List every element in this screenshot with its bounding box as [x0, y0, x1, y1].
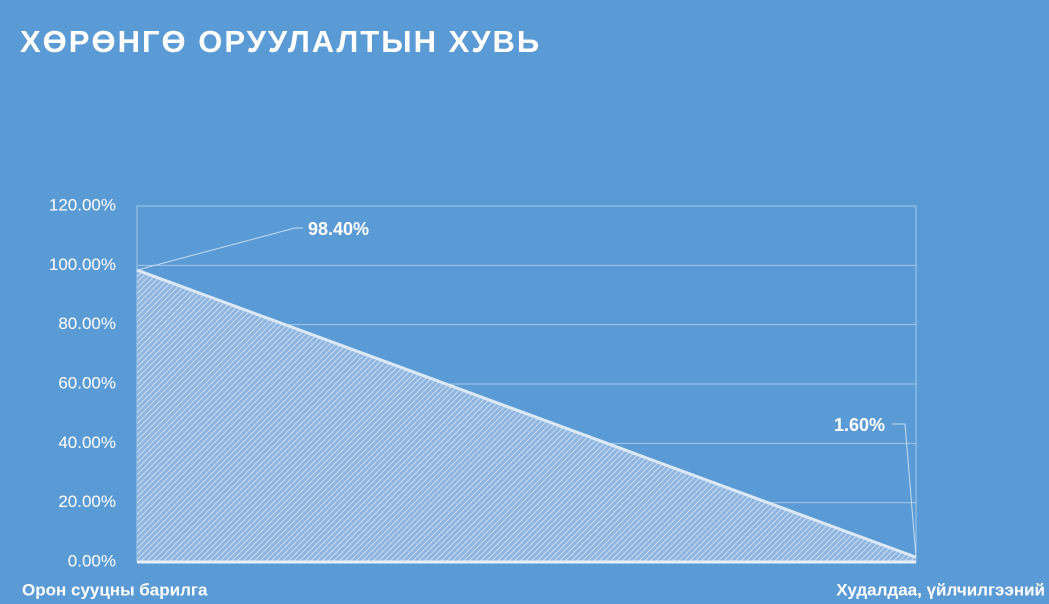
y-tick-label: 40.00% [58, 433, 116, 452]
leader-line [136, 227, 303, 271]
y-tick-label: 20.00% [58, 492, 116, 511]
y-tick-label: 60.00% [58, 373, 116, 392]
data-label: 98.40% [308, 219, 369, 239]
x-tick-label: Худалдаа, үйлчилгээний [836, 580, 1045, 599]
area-line [136, 268, 917, 559]
data-label: 1.60% [834, 415, 885, 435]
y-tick-label: 120.00% [49, 195, 116, 214]
chart-title: ХӨРӨНГӨ ОРУУЛАЛТЫН ХУВЬ [20, 24, 541, 59]
x-tick-label: Орон сууцны барилга [22, 580, 208, 599]
y-tick-label: 80.00% [58, 314, 116, 333]
y-tick-label: 0.00% [68, 551, 116, 570]
y-tick-label: 100.00% [49, 255, 116, 274]
leader-line [892, 423, 917, 558]
